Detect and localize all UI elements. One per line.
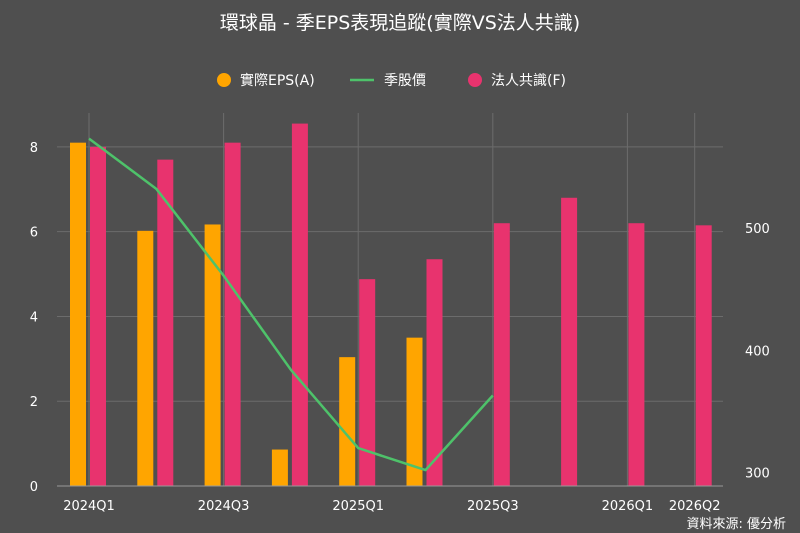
legend-marker-2 <box>468 73 482 87</box>
bar-consensus-eps <box>561 197 578 487</box>
legend-label: 法人共識(F) <box>491 73 566 89</box>
y-left-tick-label: 2 <box>30 395 38 410</box>
line-quarter-price <box>88 137 494 472</box>
bar-actual-eps <box>339 357 356 486</box>
y-right-tick-label: 500 <box>745 222 770 237</box>
x-tick-label: 2026Q1 <box>602 499 654 514</box>
bar-actual-eps <box>204 224 221 486</box>
chart-title: 環球晶 - 季EPS表現追蹤(實際VS法人共識) <box>220 12 580 34</box>
x-tick-label: 2024Q1 <box>63 499 115 514</box>
y-left-tick-label: 4 <box>30 310 38 325</box>
bar-actual-eps <box>137 230 154 486</box>
legend-label: 實際EPS(A) <box>240 72 315 89</box>
bar-consensus-eps <box>224 142 241 486</box>
source-note: 資料來源: 優分析 <box>686 517 786 532</box>
bar-actual-eps <box>70 142 86 486</box>
bar-consensus-eps <box>493 223 510 487</box>
bars <box>70 123 712 487</box>
bar-consensus-eps <box>426 259 443 486</box>
bar-consensus-eps <box>157 159 174 486</box>
bar-consensus-eps <box>359 279 376 486</box>
x-tick-label: 2025Q1 <box>332 499 384 514</box>
legend-marker-0 <box>217 73 231 87</box>
x-tick-label: 2025Q3 <box>467 499 519 514</box>
y-right-tick-label: 300 <box>745 467 770 482</box>
bar-actual-eps <box>271 449 288 486</box>
y-left-tick-label: 6 <box>30 226 38 241</box>
bar-consensus-eps <box>291 123 308 486</box>
x-tick-label: 2024Q3 <box>198 499 250 514</box>
bar-consensus-eps <box>90 146 106 486</box>
y-left-tick-label: 8 <box>30 141 38 156</box>
lines <box>88 137 494 472</box>
y-right-tick-label: 400 <box>745 344 770 359</box>
bar-actual-eps <box>406 337 423 486</box>
grid <box>57 113 723 486</box>
x-tick-label: 2026Q2 <box>669 499 721 514</box>
legend: 實際EPS(A) 季股價 法人共識(F) <box>217 72 566 89</box>
y-left-tick-label: 0 <box>30 480 38 495</box>
bar-consensus-eps <box>628 223 645 487</box>
legend-label: 季股價 <box>384 72 426 89</box>
bar-consensus-eps <box>695 225 712 487</box>
axes: 0 2 4 6 8 300 400 500 2024Q1 2024Q3 2025Q1 2025Q3 20… <box>30 141 770 514</box>
